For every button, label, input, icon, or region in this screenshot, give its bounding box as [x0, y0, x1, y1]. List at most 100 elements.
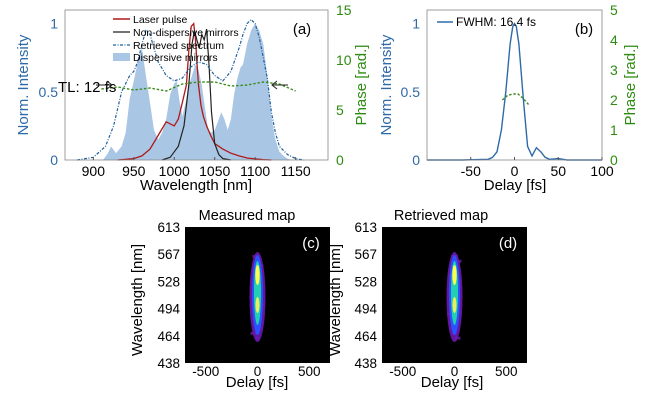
y-right-tick-label: 1: [610, 122, 618, 138]
panel-a-y-axis-title: Norm. Intensity: [15, 34, 32, 135]
y-tick-label: 464: [354, 329, 377, 344]
panel-c-x-axis-title: Delay [fs]: [226, 374, 289, 391]
y-right-tick-label: 4: [610, 32, 618, 48]
x-tick-label: 50: [550, 163, 566, 179]
panel-d: Retrieved map (d) -500 0 500 438 464 494 528 5…: [327, 208, 527, 391]
x-tick-label: 950: [122, 163, 146, 179]
x-tick-label: 1150: [281, 163, 311, 179]
legend-swatch-dispersive: [113, 53, 130, 61]
x-tick-label: 0: [254, 364, 262, 379]
panel-a-tl-annotation: TL: 12 fs: [58, 79, 116, 96]
y-right-tick-label: 0: [336, 152, 344, 168]
panel-a-label: (a): [293, 21, 311, 38]
panel-b-x-ticks: -50 0 50 100: [461, 157, 614, 179]
y-right-tick-label: 10: [336, 52, 352, 68]
panel-a-legend: Laser pulse Non-dispersive mirrors Retri…: [113, 14, 239, 64]
panel-d-x-axis-title: Delay [fs]: [421, 374, 484, 391]
y-tick-label: 613: [157, 220, 180, 235]
x-tick-label: 500: [495, 364, 518, 379]
x-tick-label: -50: [461, 163, 481, 179]
map-peak-lower: [255, 297, 260, 313]
panel-a-plot-area: [77, 18, 304, 161]
panel-b-y-right-ticks: 0 1 2 3 4 5: [610, 2, 618, 168]
x-tick-label: 1100: [240, 163, 270, 179]
panel-b-plot-area: [427, 22, 602, 161]
panel-b-y-axis-title: Norm. Intensity: [378, 34, 395, 135]
y-tick-label: 567: [354, 247, 377, 262]
legend-label-non-dispersive: Non-dispersive mirrors: [133, 27, 239, 39]
panel-c-x-ticks: -500 0 500: [192, 364, 320, 379]
x-tick-label: -500: [192, 364, 219, 379]
x-tick-label: 0: [451, 364, 459, 379]
y-tick-label: 528: [157, 274, 180, 289]
panel-a-y-right-axis-title: Phase [rad.]: [353, 45, 370, 126]
y-tick-label: 528: [354, 274, 377, 289]
y-tick-label: 0.5: [401, 84, 421, 100]
y-right-tick-label: 5: [610, 2, 618, 18]
panel-a-frame: [64, 9, 329, 161]
x-tick-label: 500: [298, 364, 321, 379]
y-tick-label: 438: [354, 356, 377, 371]
legend-label-dispersive: Dispersive mirrors: [133, 52, 218, 64]
panel-b-x-axis-title: Delay [fs]: [484, 177, 547, 194]
x-tick-label: 1050: [199, 163, 230, 179]
panel-a-y-right-ticks: 0 5 10 15: [336, 2, 352, 168]
panel-d-label: (d): [499, 235, 517, 252]
y-tick-label: 0.5: [39, 84, 59, 100]
map-peak-lower: [452, 297, 457, 313]
panel-b-legend-label: FWHM: 16.4 fs: [456, 15, 536, 29]
panel-c: Measured map (c) -500 0 500 438 464 494 528 56…: [129, 208, 330, 391]
y-right-tick-label: 2: [610, 92, 618, 108]
panel-d-x-ticks: -500 0 500: [389, 364, 517, 379]
series-phase-line: [101, 81, 296, 92]
panel-a-x-axis-title: Wavelength [nm]: [140, 177, 252, 194]
series-phase-line: [501, 93, 530, 105]
x-tick-label: 1000: [159, 163, 190, 179]
series-laser-pulse-line: [117, 22, 272, 161]
panel-d-signal: [446, 252, 463, 342]
x-tick-label: 0: [511, 163, 519, 179]
legend-label-retrieved: Retrieved spectrum: [133, 40, 224, 52]
x-tick-label: 100: [590, 163, 614, 179]
panel-a-arrows: [96, 80, 288, 90]
y-right-tick-label: 0: [610, 152, 618, 168]
y-tick-label: 494: [354, 302, 377, 317]
panel-b-y-ticks: 00.51: [401, 16, 421, 168]
y-tick-label: 1: [50, 16, 58, 32]
series-non-dispersive-mirrors-line: [161, 28, 232, 161]
panel-d-y-axis-title: Wavelength [nm]: [327, 244, 344, 356]
y-tick-label: 464: [157, 329, 180, 344]
tl-arrow-left: [96, 80, 113, 90]
panel-c-title: Measured map: [199, 208, 296, 224]
y-tick-label: 0: [50, 152, 58, 168]
panel-c-label: (c): [302, 235, 320, 252]
tl-arrow-right: [271, 80, 288, 90]
x-tick-label: 900: [82, 163, 106, 179]
panel-d-y-ticks: 438 464 494 528 567 613: [354, 220, 377, 371]
y-tick-label: 613: [354, 220, 377, 235]
panel-c-y-ticks: 438 464 494 528 567 613: [157, 220, 180, 371]
panel-b-y-right-axis-title: Phase [rad.]: [622, 45, 639, 126]
panel-a-x-ticks: 900 950 1000 1050 1100 1150: [82, 157, 311, 179]
y-tick-label: 494: [157, 302, 180, 317]
x-tick-label: -500: [389, 364, 416, 379]
y-right-tick-label: 15: [336, 2, 352, 18]
series-dispersive-mirrors-area: [103, 23, 292, 160]
panel-a-y-ticks: 00.51: [39, 16, 59, 168]
y-tick-label: 1: [412, 16, 420, 32]
y-tick-label: 0: [412, 152, 420, 168]
series-retrieved-spectrum-line: [77, 18, 304, 161]
series-pulse-line: [427, 22, 602, 161]
y-tick-label: 567: [157, 247, 180, 262]
panel-b-label: (b): [575, 21, 593, 38]
y-right-tick-label: 3: [610, 62, 618, 78]
map-peak-upper: [255, 265, 260, 285]
panel-d-title: Retrieved map: [394, 208, 488, 224]
y-right-tick-label: 5: [336, 102, 344, 118]
panel-c-signal: [249, 252, 266, 342]
legend-label-laser-pulse: Laser pulse: [133, 14, 187, 26]
panel-c-y-axis-title: Wavelength [nm]: [129, 244, 146, 356]
